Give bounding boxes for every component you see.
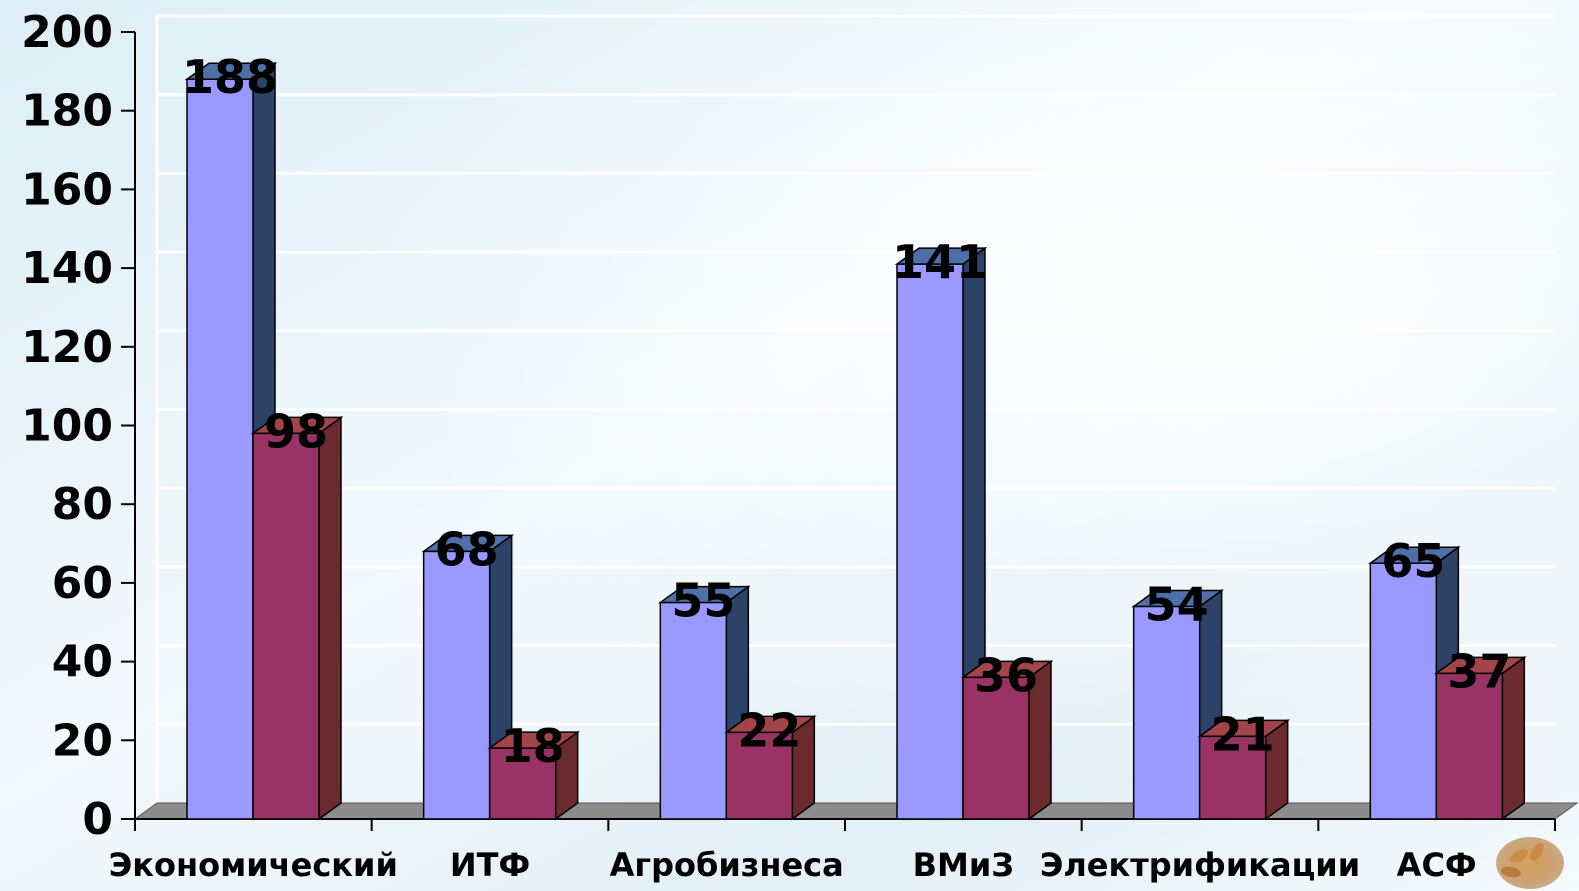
y-tick-label: 160 [21, 164, 113, 215]
x-category-label: Электрификации [1040, 846, 1360, 884]
value-label: 188 [182, 50, 278, 104]
bar-front [1134, 607, 1200, 819]
y-tick-label: 60 [52, 558, 113, 609]
bar-front [897, 264, 963, 819]
y-tick-label: 100 [21, 401, 113, 452]
wheat-decoration-icon [1496, 837, 1564, 889]
x-category-label: Экономический [109, 846, 398, 884]
y-tick-label: 20 [52, 715, 113, 766]
category-labels: Экономический ИТФ Агробизнеса ВМиЗ Электрифи… [109, 846, 1477, 884]
value-label: 21 [1211, 707, 1275, 761]
value-label: 18 [501, 719, 565, 773]
value-label: 36 [974, 648, 1038, 702]
value-label: 65 [1381, 534, 1445, 588]
bar-front [660, 603, 726, 819]
value-label: 22 [737, 703, 801, 757]
value-label: 141 [892, 235, 988, 289]
y-tick-label: 140 [21, 243, 113, 294]
x-category-label: АСФ [1397, 846, 1477, 884]
value-label: 98 [264, 404, 328, 458]
y-tick-label: 120 [21, 322, 113, 373]
x-category-label: ИТФ [450, 846, 530, 884]
bar-front [1370, 563, 1436, 819]
y-tick-label: 0 [82, 794, 113, 845]
bar-side [319, 417, 341, 819]
x-category-label: ВМиЗ [913, 846, 1014, 884]
y-tick-label: 40 [52, 637, 113, 688]
bar-2-1 [253, 417, 341, 819]
bar-front [187, 79, 253, 819]
value-label: 55 [671, 574, 735, 628]
value-label: 37 [1447, 644, 1511, 698]
value-label: 68 [435, 522, 499, 576]
floor-top [135, 803, 1577, 819]
bar-front [424, 551, 490, 819]
y-tick-label: 180 [21, 86, 113, 137]
y-tick-label: 80 [52, 479, 113, 530]
bar-front [253, 433, 319, 819]
value-label: 54 [1145, 578, 1209, 632]
y-tick-label: 200 [21, 7, 113, 58]
chart-floor [135, 803, 1577, 819]
x-category-label: Агробизнеса [610, 846, 844, 884]
